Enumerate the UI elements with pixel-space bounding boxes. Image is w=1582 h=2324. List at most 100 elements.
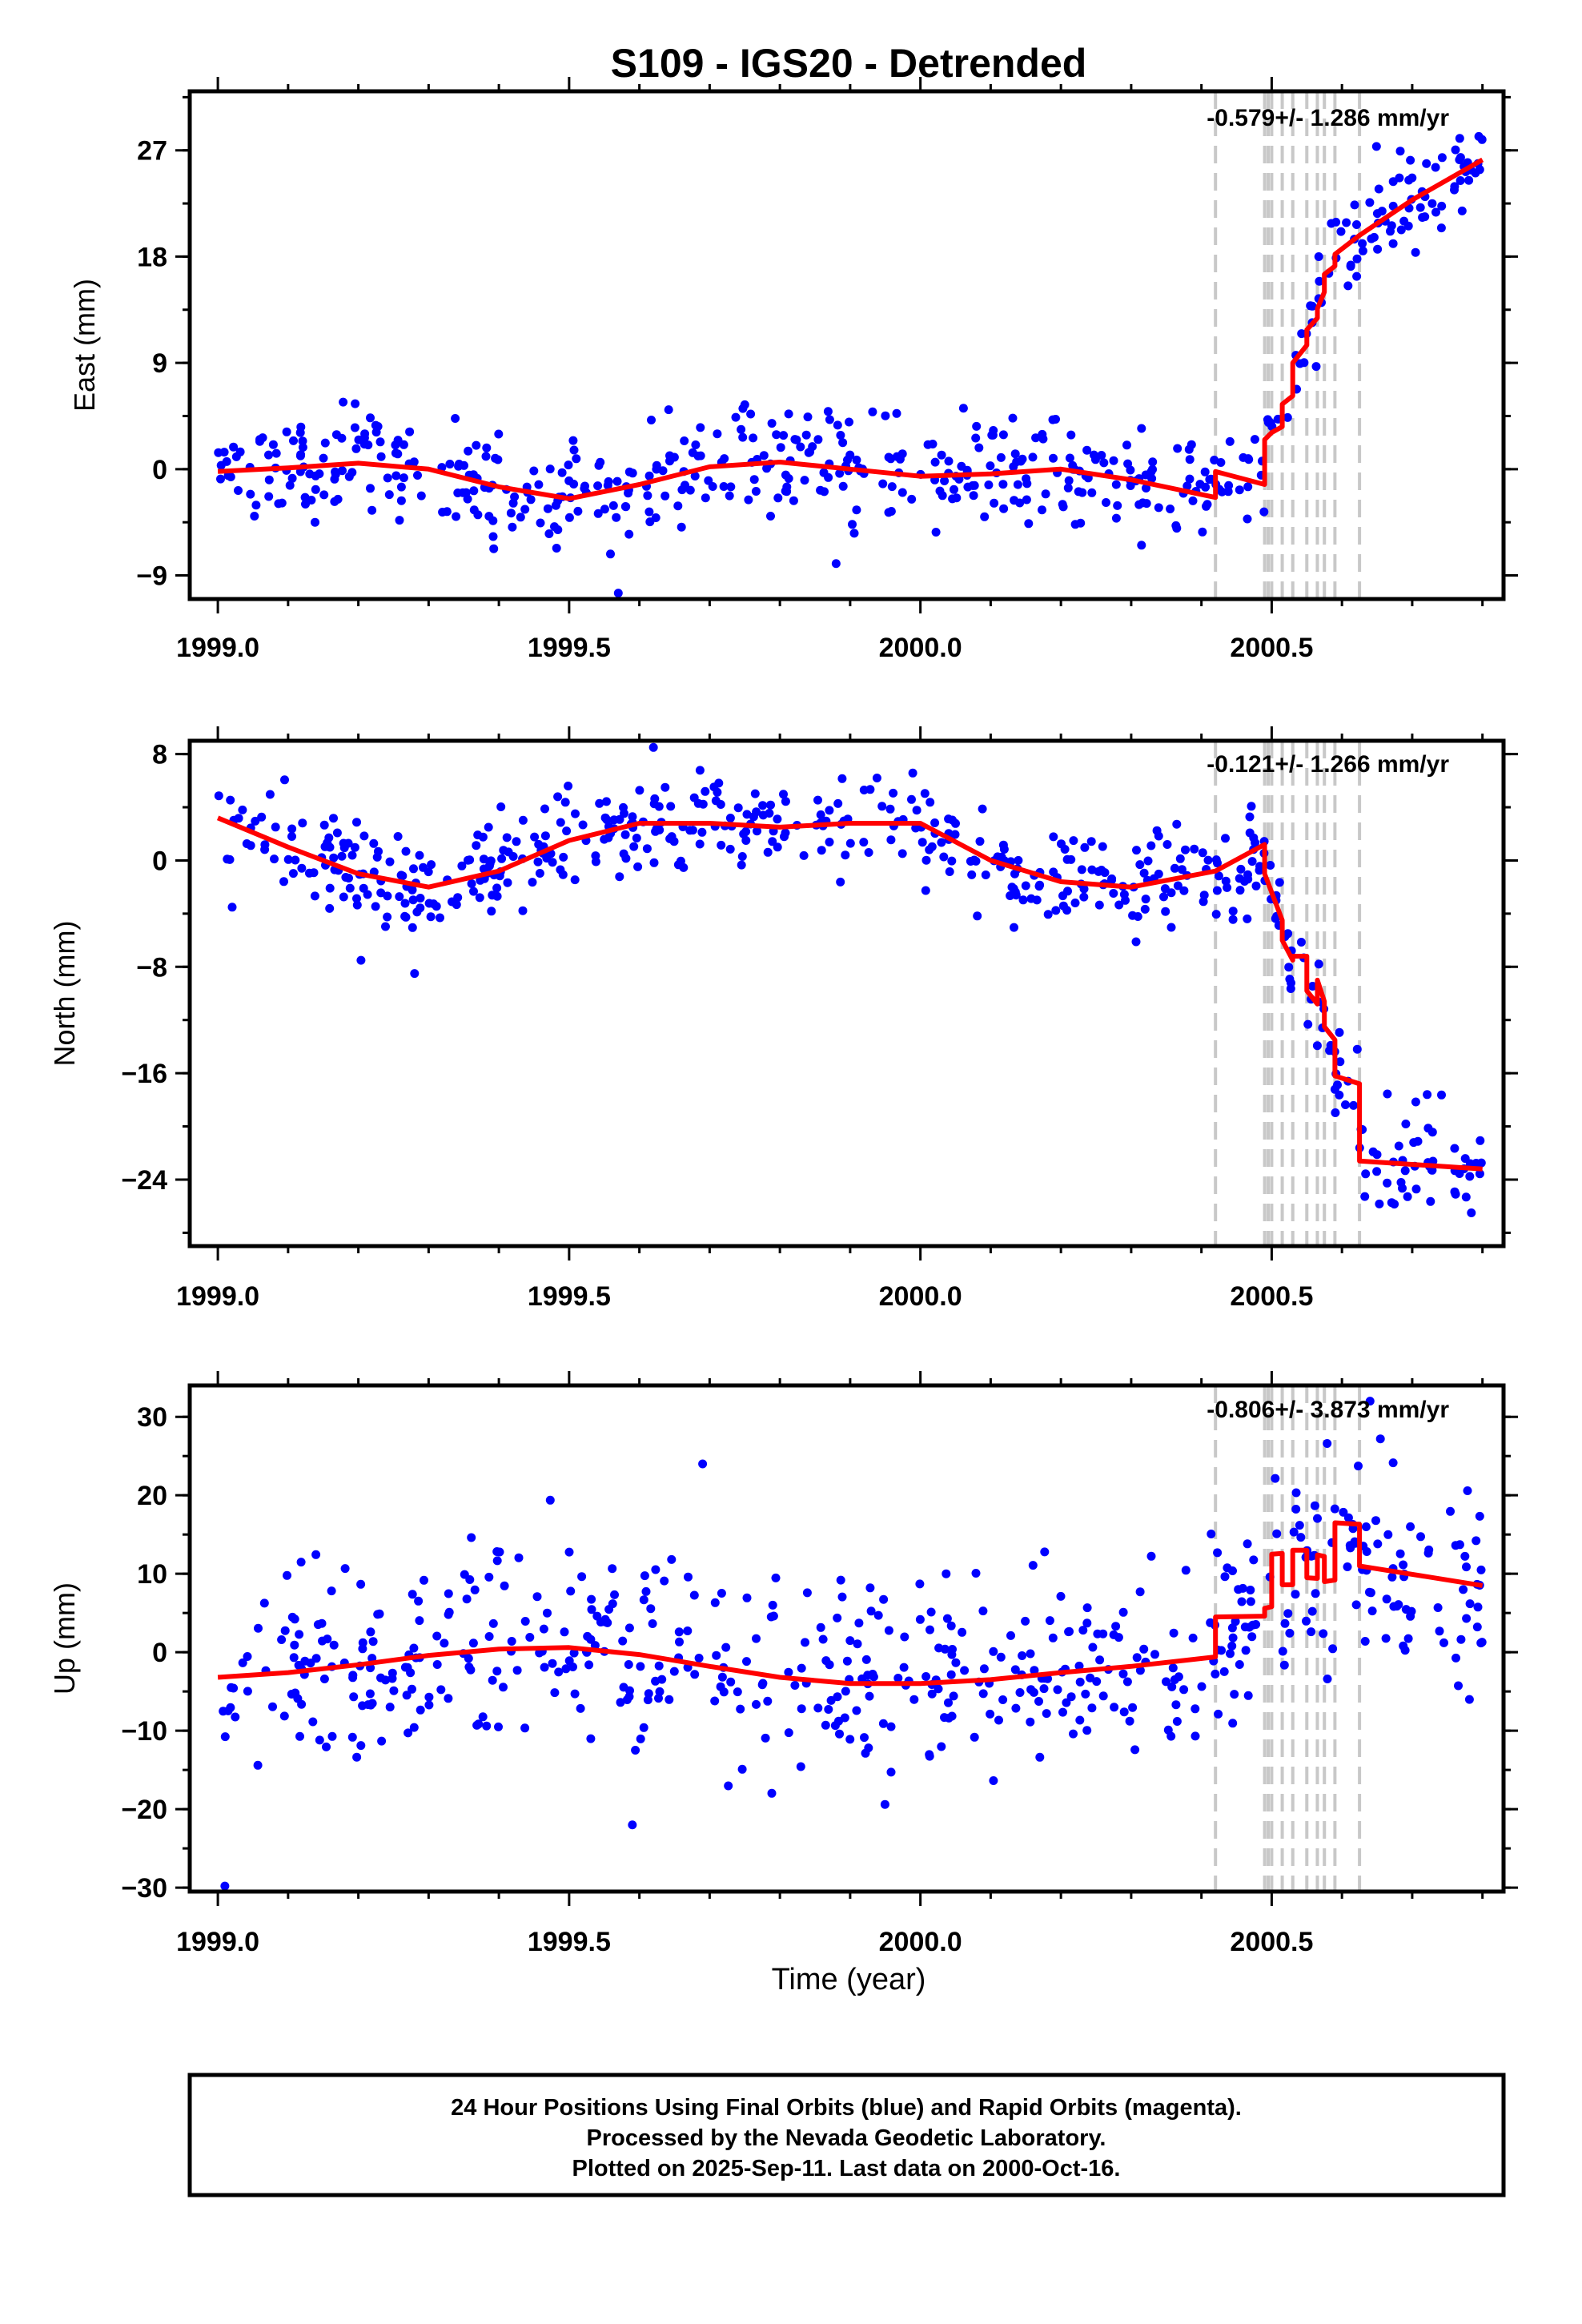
up-point bbox=[813, 1703, 823, 1713]
east-point bbox=[1475, 165, 1484, 175]
north-point bbox=[453, 893, 463, 903]
up-panel: 1999.0 1999.5 2000.0 2000.5 −30 −20 −10 0 10 20 30… bbox=[48, 1371, 1518, 1957]
north-point bbox=[1212, 886, 1222, 895]
east-point bbox=[600, 505, 609, 514]
east-point bbox=[1048, 415, 1058, 424]
up-point bbox=[1128, 1703, 1138, 1712]
north-point bbox=[973, 911, 982, 921]
north-point bbox=[765, 809, 774, 818]
east-point bbox=[1406, 155, 1415, 165]
north-point bbox=[1383, 1089, 1392, 1099]
north-point bbox=[401, 846, 411, 856]
north-point bbox=[753, 826, 761, 836]
up-point bbox=[865, 1583, 875, 1593]
up-point bbox=[721, 1642, 731, 1652]
up-point bbox=[1271, 1474, 1280, 1483]
east-point bbox=[1200, 467, 1210, 476]
up-point bbox=[436, 1685, 446, 1695]
up-point bbox=[1132, 1653, 1142, 1663]
north-point bbox=[487, 907, 496, 916]
east-point bbox=[1066, 430, 1076, 440]
east-point bbox=[624, 529, 634, 539]
north-point bbox=[1049, 832, 1058, 842]
north-point bbox=[512, 837, 521, 846]
east-point bbox=[391, 471, 401, 480]
north-point bbox=[733, 803, 743, 813]
up-point bbox=[1086, 1673, 1095, 1683]
east-point bbox=[1137, 541, 1146, 550]
up-point bbox=[1188, 1633, 1198, 1642]
east-point bbox=[1456, 176, 1465, 185]
north-point bbox=[1275, 878, 1284, 887]
up-point bbox=[1074, 1661, 1084, 1671]
east-point bbox=[801, 430, 811, 440]
east-point bbox=[1451, 145, 1460, 155]
up-point bbox=[494, 1722, 503, 1731]
east-ytick-label: 27 bbox=[137, 136, 167, 167]
up-point bbox=[1066, 1692, 1076, 1702]
east-point bbox=[413, 471, 422, 480]
north-point bbox=[1018, 895, 1028, 905]
up-point bbox=[698, 1459, 708, 1469]
up-point bbox=[694, 1654, 704, 1663]
up-point bbox=[784, 1728, 793, 1738]
north-point bbox=[472, 841, 481, 850]
up-point bbox=[377, 1736, 387, 1746]
east-point bbox=[878, 479, 888, 489]
north-point bbox=[1143, 856, 1153, 866]
up-point bbox=[1021, 1616, 1030, 1626]
north-point bbox=[750, 789, 760, 798]
east-point bbox=[383, 473, 392, 483]
north-point bbox=[666, 802, 676, 811]
east-point bbox=[593, 481, 603, 491]
up-point bbox=[385, 1703, 395, 1712]
up-point bbox=[1392, 1602, 1402, 1611]
up-point bbox=[1439, 1638, 1448, 1647]
up-point bbox=[1360, 1637, 1370, 1646]
east-point bbox=[1367, 234, 1376, 243]
up-point bbox=[1291, 1488, 1301, 1498]
east-point bbox=[661, 491, 670, 501]
north-point bbox=[713, 787, 722, 797]
north-point bbox=[535, 869, 544, 878]
north-ytick-label: −24 bbox=[121, 1165, 167, 1196]
north-point bbox=[298, 818, 307, 828]
east-point bbox=[938, 491, 947, 501]
east-point bbox=[472, 440, 481, 450]
east-point bbox=[1041, 489, 1050, 499]
east-point bbox=[572, 454, 581, 464]
up-point bbox=[432, 1660, 442, 1669]
up-point bbox=[1053, 1685, 1062, 1695]
east-point bbox=[1109, 456, 1118, 465]
up-point bbox=[648, 1619, 657, 1628]
north-point bbox=[283, 854, 293, 864]
north-point bbox=[528, 878, 537, 887]
up-point bbox=[1082, 1603, 1092, 1613]
east-point bbox=[1173, 444, 1182, 453]
up-point bbox=[472, 1720, 482, 1730]
north-point bbox=[1146, 841, 1156, 850]
east-point bbox=[1078, 488, 1087, 497]
north-point bbox=[998, 840, 1008, 850]
north-point bbox=[484, 822, 493, 832]
east-xtick-label: 1999.0 bbox=[176, 633, 259, 663]
north-point bbox=[1062, 854, 1072, 864]
north-point bbox=[1308, 982, 1317, 991]
up-point bbox=[1399, 1560, 1408, 1570]
up-point bbox=[492, 1547, 502, 1556]
up-point bbox=[1446, 1506, 1455, 1516]
east-point bbox=[469, 486, 479, 496]
east-point bbox=[1186, 440, 1196, 449]
up-point bbox=[358, 1701, 367, 1711]
east-point bbox=[835, 468, 845, 478]
east-point bbox=[1166, 505, 1175, 513]
north-point bbox=[620, 830, 630, 839]
north-point bbox=[649, 799, 659, 809]
up-point bbox=[1092, 1677, 1102, 1687]
east-point bbox=[506, 509, 516, 518]
up-point bbox=[1473, 1602, 1483, 1612]
east-point bbox=[391, 440, 400, 450]
up-point bbox=[639, 1723, 648, 1732]
up-point bbox=[1018, 1651, 1027, 1660]
up-point bbox=[484, 1632, 494, 1641]
